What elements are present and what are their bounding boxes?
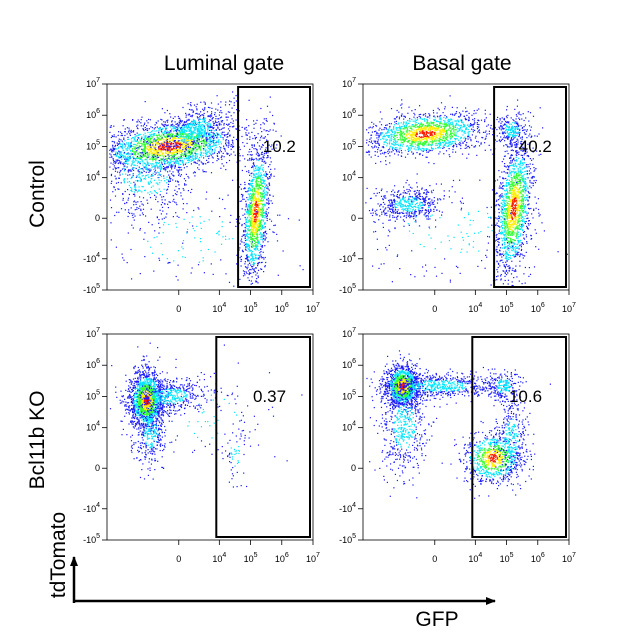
event-dots (365, 95, 568, 287)
column-title-luminal: Luminal gate (164, 52, 284, 75)
y-tick-label: 0 (95, 213, 100, 223)
y-ticks: 107 106 105 104 0 -104 -105 (83, 327, 107, 545)
y-tick-label: 104 (86, 421, 100, 433)
row-title-control: Control (26, 160, 49, 228)
event-dots (109, 342, 303, 488)
y-tick-label: 106 (342, 108, 356, 120)
y-tick-label: 106 (86, 358, 100, 370)
x-tick-label: 107 (306, 552, 320, 564)
y-tick-label: -104 (83, 252, 100, 264)
x-tick-label: 104 (468, 302, 482, 314)
y-tick-label: -105 (339, 533, 356, 545)
x-tick-label: 0 (176, 304, 181, 314)
y-tick-label: 106 (86, 108, 100, 120)
gate-percentage: 10.6 (509, 387, 542, 406)
x-tick-label: 104 (468, 552, 482, 564)
row-title-bcl11b-ko: Bcl11b KO (26, 391, 49, 490)
y-tick-label: 107 (342, 77, 356, 89)
x-tick-label: 0 (432, 304, 437, 314)
y-tick-label: -105 (83, 283, 100, 295)
x-ticks: 0 104 105 106 107 (432, 540, 576, 564)
x-tick-label: 106 (275, 552, 289, 564)
event-dots (109, 91, 304, 287)
y-ticks: 107 106 105 104 0 -104 -105 (339, 327, 363, 545)
x-tick-label: 104 (212, 302, 226, 314)
plot-frame (106, 83, 314, 291)
y-tick-label: 0 (351, 463, 356, 473)
x-tick-label: 107 (562, 552, 576, 564)
x-tick-label: 107 (562, 302, 576, 314)
y-tick-label: 107 (86, 327, 100, 339)
plot-frame (362, 83, 570, 291)
y-ticks: 107 106 105 104 0 -104 -105 (339, 77, 363, 295)
gate-rectangle (215, 336, 311, 538)
y-tick-label: 105 (86, 139, 100, 151)
y-tick-label: -104 (339, 252, 356, 264)
y-tick-label: 107 (342, 327, 356, 339)
y-tick-label: 105 (86, 389, 100, 401)
x-tick-label: 106 (531, 302, 545, 314)
x-ticks: 0 104 105 106 107 (432, 290, 576, 314)
event-dots (366, 350, 551, 499)
x-tick-label: 105 (500, 302, 514, 314)
y-tick-label: -104 (83, 502, 100, 514)
x-tick-label: 105 (244, 552, 258, 564)
gate-rectangle (237, 86, 312, 288)
y-tick-label: 0 (351, 213, 356, 223)
y-tick-label: 0 (95, 463, 100, 473)
y-tick-label: 107 (86, 77, 100, 89)
x-tick-label: 104 (212, 552, 226, 564)
plot-panel-2: 40.2 0 104 105 106 107 107 106 105 104 0 -104 -105 (339, 77, 576, 314)
x-tick-label: 106 (531, 552, 545, 564)
y-ticks: 107 106 105 104 0 -104 -105 (83, 77, 107, 295)
x-tick-label: 0 (176, 554, 181, 564)
y-tick-label: 106 (342, 358, 356, 370)
plot-frame (106, 333, 314, 541)
column-title-basal: Basal gate (412, 52, 511, 75)
y-tick-label: 104 (342, 171, 356, 183)
x-ticks: 0 104 105 106 107 (176, 290, 320, 314)
x-ticks: 0 104 105 106 107 (176, 540, 320, 564)
x-tick-label: 106 (275, 302, 289, 314)
gate-percentage: 0.37 (253, 387, 286, 406)
y-axis-label: tdTomato (47, 512, 70, 598)
y-tick-label: 105 (342, 389, 356, 401)
x-axis-label: GFP (415, 608, 458, 631)
gate-percentage: 40.2 (519, 137, 552, 156)
y-tick-label: 104 (342, 421, 356, 433)
x-tick-label: 0 (432, 554, 437, 564)
x-tick-label: 107 (306, 302, 320, 314)
plot-panel-4: 10.6 0 104 105 106 107 107 106 105 104 0 -104 -105 (339, 327, 576, 564)
x-tick-label: 105 (500, 552, 514, 564)
gate-rectangle (493, 86, 568, 288)
y-tick-label: -105 (83, 533, 100, 545)
gate-rectangle (471, 336, 567, 538)
plot-panel-3: 0.37 0 104 105 106 107 107 106 105 104 0 -104 -105 (83, 327, 320, 564)
y-tick-label: -105 (339, 283, 356, 295)
plot-frame (362, 333, 570, 541)
gate-percentage: 10.2 (263, 137, 296, 156)
y-tick-label: -104 (339, 502, 356, 514)
y-tick-label: 105 (342, 139, 356, 151)
y-tick-label: 104 (86, 171, 100, 183)
x-tick-label: 105 (244, 302, 258, 314)
plot-panel-1: 10.2 0 104 105 106 107 107 106 105 104 0 -104 -105 (83, 77, 320, 314)
